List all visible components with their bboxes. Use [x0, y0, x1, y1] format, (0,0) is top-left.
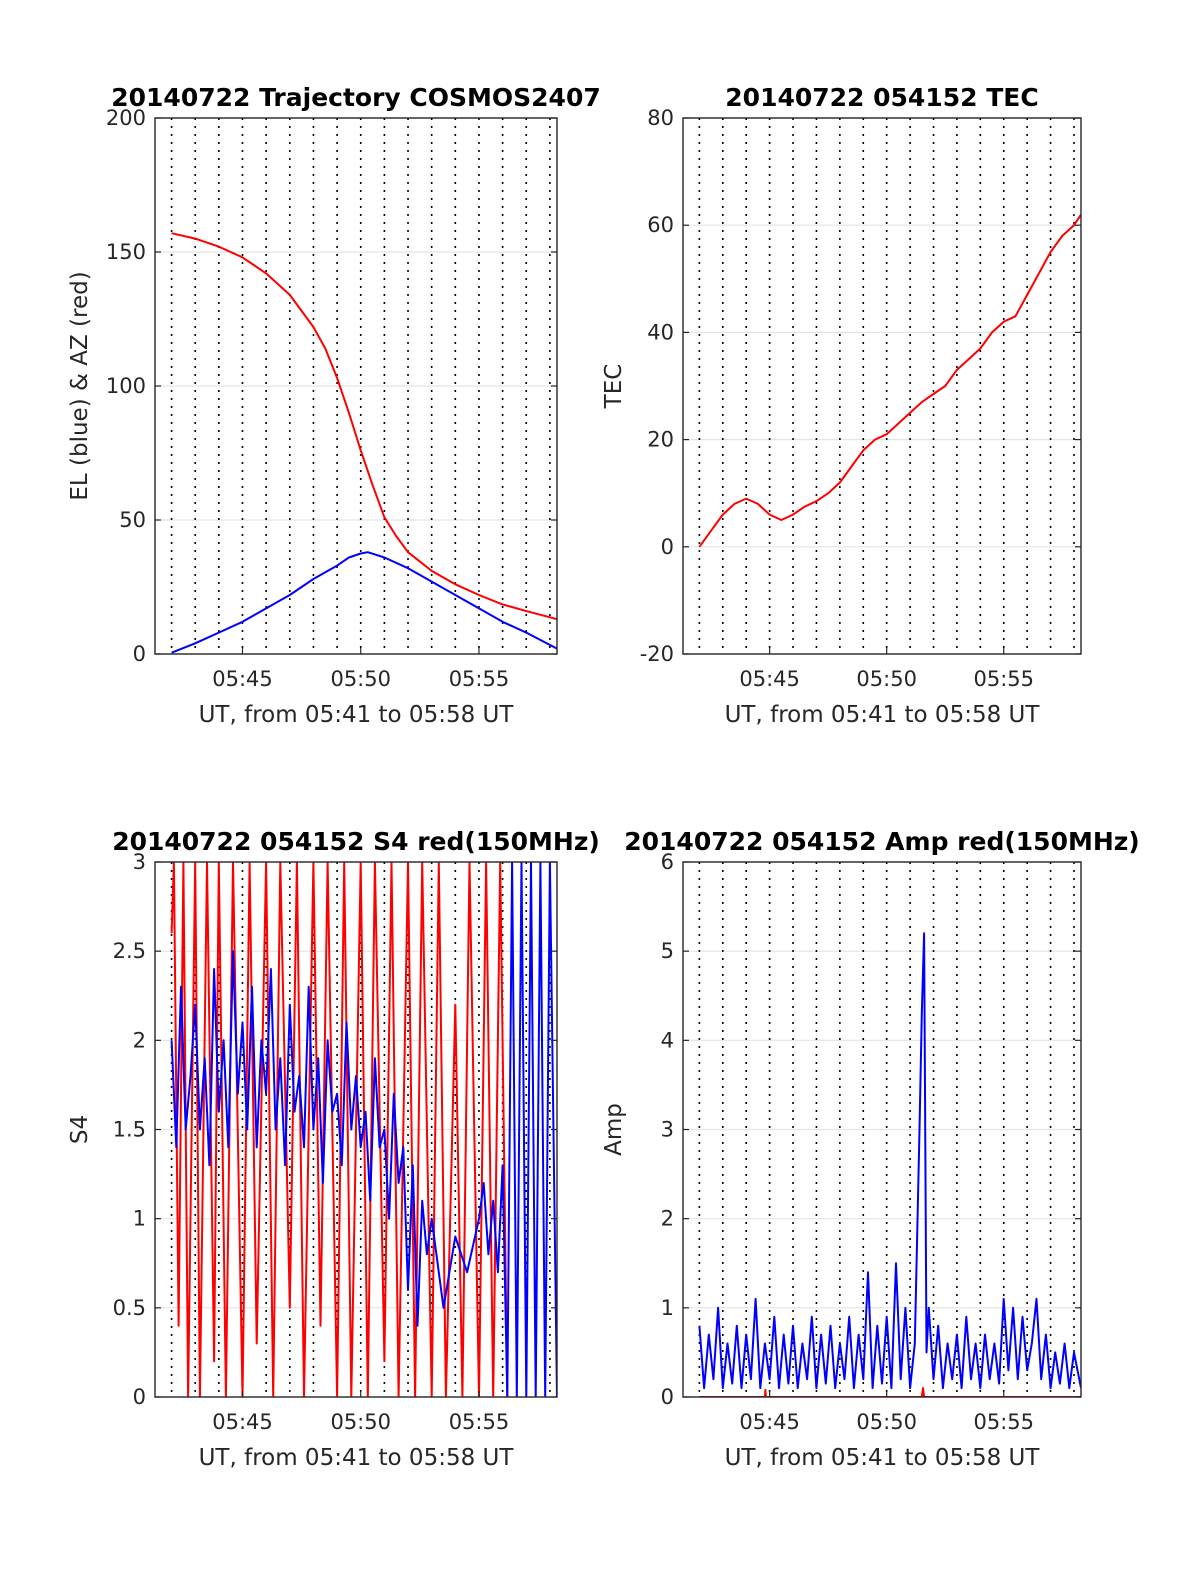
x-tick-label: 05:45 — [212, 1410, 273, 1434]
y-tick-label: 4 — [661, 1028, 674, 1052]
x-tick-label: 05:55 — [973, 667, 1034, 691]
y-tick-label: 1.5 — [113, 1118, 146, 1142]
x-axis-label: UT, from 05:41 to 05:58 UT — [199, 1445, 515, 1471]
y-tick-label: 2 — [133, 1028, 146, 1052]
y-tick-label: 0 — [133, 642, 146, 666]
y-axis-label: S4 — [67, 1115, 93, 1144]
y-tick-label: 60 — [647, 213, 674, 237]
y-tick-label: 150 — [106, 240, 146, 264]
chart-title: 20140722 054152 S4 red(150MHz) — [112, 827, 600, 856]
y-tick-label: 0 — [133, 1385, 146, 1409]
y-tick-label: 2.5 — [113, 939, 146, 963]
y-tick-label: 3 — [661, 1118, 674, 1142]
x-axis-label: UT, from 05:41 to 05:58 UT — [199, 702, 515, 728]
x-tick-label: 05:50 — [856, 667, 917, 691]
axes-box — [682, 117, 1082, 655]
y-tick-label: 3 — [133, 850, 146, 874]
y-tick-label: 0 — [661, 1385, 674, 1409]
y-tick-label: 200 — [106, 106, 146, 130]
series-line-1 — [170, 862, 557, 1397]
y-axis-label: EL (blue) & AZ (red) — [67, 271, 93, 500]
x-tick-label: 05:45 — [212, 667, 273, 691]
y-axis-label: Amp — [601, 1103, 627, 1156]
chart-title: 20140722 Trajectory COSMOS2407 — [111, 83, 601, 112]
series-line-0 — [699, 1387, 1081, 1397]
chart-s4: 0 0.5 1 1.5 2 2.5 3 05:45 05:50 05:55 20140722 054… — [67, 827, 600, 1471]
y-tick-label: 6 — [661, 850, 674, 874]
y-tick-label: -20 — [640, 642, 674, 666]
chart-tec: -20 0 20 40 60 80 05:45 05:50 05:55 20140722 0541… — [601, 83, 1082, 728]
x-tick-label: 05:50 — [330, 1410, 391, 1434]
y-tick-label: 1 — [661, 1296, 674, 1320]
y-tick-label: 5 — [661, 939, 674, 963]
chart-trajectory: 0 50 100 150 200 05:45 05:50 05:55 20140722 Traj… — [67, 83, 601, 728]
y-tick-label: 1 — [133, 1207, 146, 1231]
x-tick-label: 05:45 — [739, 1410, 800, 1434]
series-line-0 — [171, 232, 557, 621]
y-tick-label: 0 — [661, 535, 674, 559]
chart-amp: 0 1 2 3 4 5 6 05:45 05:50 05:55 20140722 054152 Am… — [601, 827, 1140, 1471]
y-tick-label: 0.5 — [113, 1296, 146, 1320]
series-line-1 — [171, 551, 557, 654]
chart-title: 20140722 054152 Amp red(150MHz) — [624, 827, 1140, 856]
x-tick-label: 05:50 — [856, 1410, 917, 1434]
chart-title: 20140722 054152 TEC — [725, 83, 1038, 112]
x-tick-label: 05:50 — [330, 667, 391, 691]
series-line-1 — [698, 932, 1081, 1390]
y-tick-label: 40 — [647, 320, 674, 344]
y-tick-label: 20 — [647, 428, 674, 452]
series-line-0 — [698, 213, 1081, 548]
x-axis-label: UT, from 05:41 to 05:58 UT — [725, 1445, 1041, 1471]
y-tick-label: 100 — [106, 374, 146, 398]
x-axis-label: UT, from 05:41 to 05:58 UT — [725, 702, 1041, 728]
y-tick-label: 2 — [661, 1207, 674, 1231]
y-tick-label: 80 — [647, 106, 674, 130]
x-tick-label: 05:55 — [449, 1410, 510, 1434]
series-line-0 — [170, 862, 509, 1397]
y-tick-label: 50 — [119, 508, 146, 532]
x-tick-label: 05:55 — [973, 1410, 1034, 1434]
x-tick-label: 05:45 — [739, 667, 800, 691]
y-axis-label: TEC — [601, 364, 627, 410]
x-tick-label: 05:55 — [449, 667, 510, 691]
